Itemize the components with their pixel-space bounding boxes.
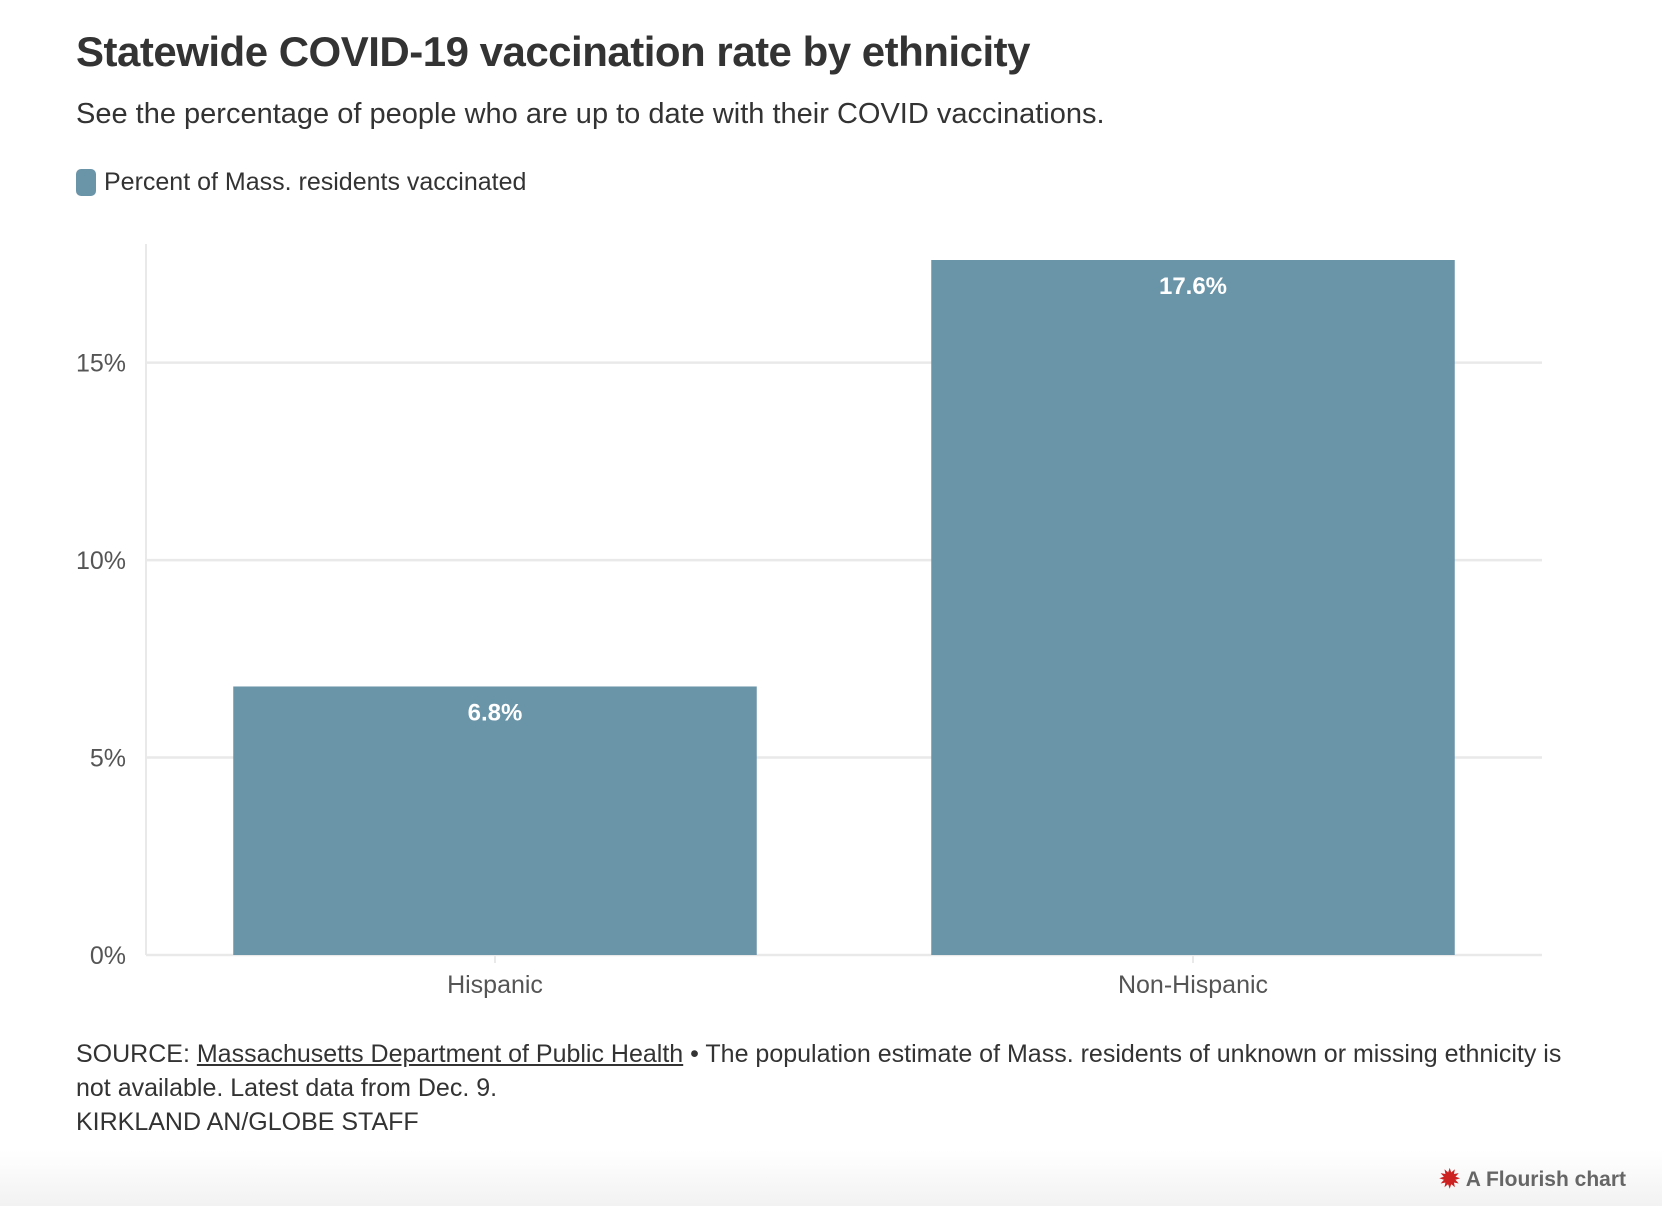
chart-footer: SOURCE: Massachusetts Department of Publ… bbox=[76, 1037, 1596, 1139]
y-tick-label: 10% bbox=[76, 547, 126, 575]
x-tick-label: Non-Hispanic bbox=[1118, 971, 1268, 999]
y-tick-label: 15% bbox=[76, 350, 126, 378]
source-prefix: SOURCE: bbox=[76, 1040, 197, 1068]
legend-swatch bbox=[76, 169, 96, 196]
bar-data-label: 6.8% bbox=[468, 699, 523, 726]
source-link[interactable]: Massachusetts Department of Public Healt… bbox=[196, 1040, 684, 1068]
bottom-bar bbox=[0, 1150, 1662, 1206]
y-tick-label: 0% bbox=[90, 942, 126, 970]
flourish-branding[interactable]: ✹ A Flourish chart bbox=[1440, 1168, 1626, 1192]
legend-label: Percent of Mass. residents vaccinated bbox=[104, 168, 527, 196]
chart-title: Statewide COVID-19 vaccination rate by e… bbox=[76, 28, 1030, 75]
bar-chart: 0% 5% 10% 15% 6.8% Hispanic 17.6% Non-Hispanic bbox=[76, 244, 1542, 999]
bar-data-label: 17.6% bbox=[1159, 273, 1227, 300]
chart-subtitle: See the percentage of people who are up … bbox=[76, 98, 1105, 130]
x-tick-label: Hispanic bbox=[447, 971, 543, 999]
credit-text: KIRKLAND AN/GLOBE STAFF bbox=[76, 1108, 419, 1136]
source-note: • The population estimate of Mass. resid… bbox=[76, 1040, 1562, 1102]
flourish-label: A Flourish chart bbox=[1465, 1168, 1626, 1191]
bar bbox=[233, 686, 757, 955]
legend[interactable]: Percent of Mass. residents vaccinated bbox=[76, 168, 526, 197]
y-tick-label: 5% bbox=[90, 745, 126, 773]
flourish-icon: ✹ bbox=[1439, 1166, 1460, 1193]
bar bbox=[931, 260, 1455, 955]
